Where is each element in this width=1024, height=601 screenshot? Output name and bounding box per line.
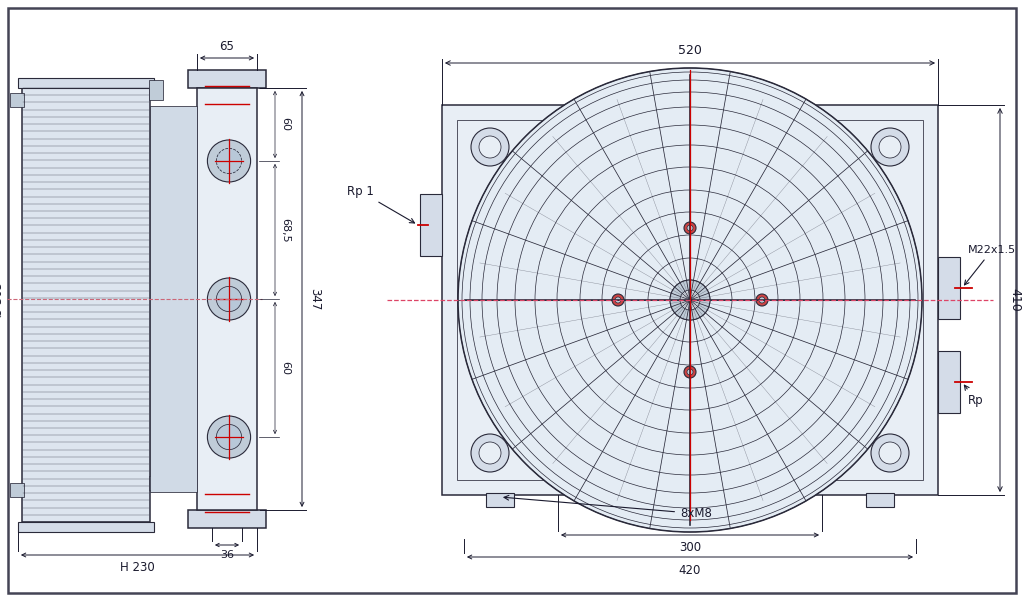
Text: 60: 60	[280, 117, 290, 132]
Circle shape	[687, 225, 693, 231]
Bar	[10, 483, 24, 497]
Text: Ø 305: Ø 305	[0, 281, 5, 317]
Circle shape	[680, 290, 700, 310]
Text: Rp 1: Rp 1	[347, 185, 415, 223]
Bar	[22, 88, 150, 522]
Ellipse shape	[216, 424, 242, 450]
Bar	[197, 88, 257, 510]
Text: 68,5: 68,5	[280, 218, 290, 242]
Text: 300: 300	[679, 541, 701, 554]
Text: 347: 347	[308, 288, 321, 310]
Circle shape	[759, 297, 765, 303]
Text: 410: 410	[1008, 288, 1021, 312]
Circle shape	[479, 136, 501, 158]
Circle shape	[871, 128, 909, 166]
Circle shape	[471, 434, 509, 472]
Circle shape	[879, 442, 901, 464]
Text: 8xM8: 8xM8	[504, 495, 712, 520]
Circle shape	[479, 442, 501, 464]
Bar	[938, 257, 961, 319]
Bar	[188, 510, 266, 528]
Circle shape	[684, 222, 696, 234]
Circle shape	[458, 68, 922, 532]
Bar	[18, 78, 154, 88]
Ellipse shape	[208, 278, 251, 320]
Circle shape	[670, 280, 710, 320]
Bar	[866, 493, 894, 507]
Circle shape	[615, 297, 621, 303]
Text: 420: 420	[679, 564, 701, 577]
Circle shape	[756, 294, 768, 306]
Text: Rp: Rp	[965, 385, 984, 407]
Text: H 230: H 230	[120, 561, 155, 574]
Bar	[150, 476, 163, 490]
Ellipse shape	[216, 148, 242, 174]
Text: 520: 520	[678, 44, 701, 57]
Text: 60: 60	[280, 361, 290, 375]
Circle shape	[471, 128, 509, 166]
Ellipse shape	[208, 140, 251, 182]
Text: 65: 65	[219, 40, 234, 53]
Circle shape	[612, 294, 624, 306]
Text: 36: 36	[220, 550, 234, 560]
Circle shape	[687, 369, 693, 375]
Circle shape	[879, 136, 901, 158]
Bar	[420, 194, 442, 256]
Circle shape	[684, 366, 696, 378]
Bar	[457, 120, 923, 480]
Bar	[10, 93, 24, 107]
Bar	[938, 351, 961, 413]
Bar	[486, 493, 514, 507]
Text: M22x1.5: M22x1.5	[965, 245, 1016, 285]
Bar	[188, 70, 266, 88]
Ellipse shape	[216, 287, 242, 311]
Bar	[442, 105, 938, 495]
Bar	[18, 522, 154, 532]
Ellipse shape	[208, 416, 251, 458]
Circle shape	[871, 434, 909, 472]
Bar	[150, 80, 163, 100]
Bar	[150, 106, 197, 492]
